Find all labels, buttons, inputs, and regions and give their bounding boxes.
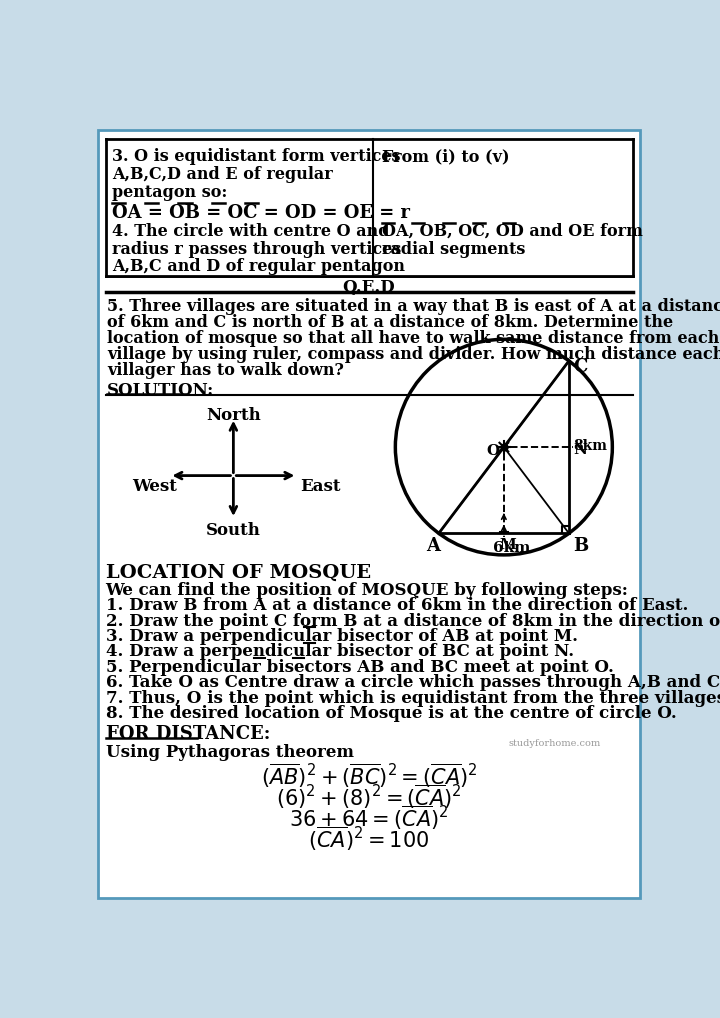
Text: 5. Perpendicular bisectors AB and BC meet at point O.: 5. Perpendicular bisectors AB and BC mee… [106, 659, 613, 676]
Text: 6km: 6km [493, 541, 531, 555]
Text: Q.E.D: Q.E.D [343, 279, 395, 296]
FancyBboxPatch shape [98, 130, 640, 898]
Text: We can find the position of MOSQUE by following steps:: We can find the position of MOSQUE by fo… [106, 582, 629, 599]
Text: radial segments: radial segments [382, 240, 526, 258]
Text: radius r passes through vertices: radius r passes through vertices [112, 240, 401, 258]
Text: 1. Draw B from A at a distance of 6km in the direction of East.: 1. Draw B from A at a distance of 6km in… [106, 598, 688, 614]
Text: villager has to walk down?: villager has to walk down? [107, 362, 344, 380]
Text: Using Pythagoras theorem: Using Pythagoras theorem [106, 743, 354, 760]
Text: of 6km and C is north of B at a distance of 8km. Determine the: of 6km and C is north of B at a distance… [107, 314, 673, 331]
Text: 2. Draw the point C form B at a distance of 8km in the direction of north.: 2. Draw the point C form B at a distance… [106, 613, 720, 630]
Text: 8km: 8km [573, 440, 607, 453]
Text: North: North [206, 407, 261, 425]
Text: West: West [132, 477, 177, 495]
Text: village by using ruler, compass and divider. How much distance each: village by using ruler, compass and divi… [107, 346, 720, 363]
Text: From (i) to (v): From (i) to (v) [382, 149, 510, 165]
Text: A: A [426, 538, 441, 555]
Text: LOCATION OF MOSQUE: LOCATION OF MOSQUE [106, 564, 371, 582]
Text: 7. Thus, O is the point which is equidistant from the three villages.: 7. Thus, O is the point which is equidis… [106, 689, 720, 706]
Text: OA, OB, OC, OD and OE form: OA, OB, OC, OD and OE form [382, 223, 643, 240]
Text: OA = OB = OC = OD = OE = r: OA = OB = OC = OD = OE = r [112, 204, 410, 222]
Text: $36 + 64 = (\overline{CA})^2$: $36 + 64 = (\overline{CA})^2$ [289, 803, 449, 832]
Text: A,B,C,D and E of regular: A,B,C,D and E of regular [112, 166, 333, 183]
Text: pentagon so:: pentagon so: [112, 184, 227, 201]
Text: C: C [573, 357, 588, 376]
Text: 3. Draw a perpendicular bisector of AB at point M.: 3. Draw a perpendicular bisector of AB a… [106, 628, 577, 645]
Text: 3. O is equidistant form vertices: 3. O is equidistant form vertices [112, 149, 400, 165]
Text: East: East [300, 477, 341, 495]
Text: O: O [487, 444, 500, 458]
Text: $(6)^2 + (8)^2 = (\overline{CA})^2$: $(6)^2 + (8)^2 = (\overline{CA})^2$ [276, 783, 462, 811]
Text: 4. Draw a perpendicular bisector of BC at point N.: 4. Draw a perpendicular bisector of BC a… [106, 643, 574, 661]
Text: 5. Three villages are situated in a way that B is east of A at a distance: 5. Three villages are situated in a way … [107, 297, 720, 315]
Text: M: M [499, 538, 516, 552]
Text: location of mosque so that all have to walk same distance from each: location of mosque so that all have to w… [107, 330, 719, 347]
Text: studyforhome.com: studyforhome.com [508, 739, 600, 748]
Text: FOR DISTANCE:: FOR DISTANCE: [106, 725, 270, 743]
Text: South: South [206, 522, 261, 539]
Text: 4. The circle with centre O and: 4. The circle with centre O and [112, 223, 390, 240]
Text: A,B,C and D of regular pentagon: A,B,C and D of regular pentagon [112, 259, 405, 276]
Text: B: B [573, 538, 588, 555]
Text: N: N [573, 443, 587, 457]
Text: $(\overline{CA})^2 = 100$: $(\overline{CA})^2 = 100$ [308, 825, 430, 852]
Text: 6. Take O as Centre draw a circle which passes through A,B and C.: 6. Take O as Centre draw a circle which … [106, 674, 720, 691]
Text: 8. The desired location of Mosque is at the centre of circle O.: 8. The desired location of Mosque is at … [106, 705, 676, 722]
Text: $(\overline{AB})^2 + (\overline{BC})^2 = (\overline{CA})^2$: $(\overline{AB})^2 + (\overline{BC})^2 =… [261, 762, 477, 790]
Text: SOLUTION:: SOLUTION: [107, 382, 215, 399]
